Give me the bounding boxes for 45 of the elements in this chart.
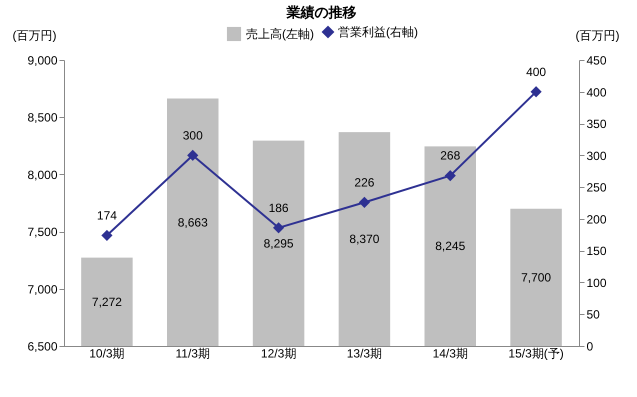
y2-tick-label: 200	[586, 212, 607, 226]
y-tick-label: 7,000	[27, 282, 58, 296]
y-tick-label: 8,500	[27, 110, 58, 125]
data-label: 8,370	[349, 232, 380, 246]
y2-tick-label: 450	[586, 54, 607, 68]
chart-title: 業績の推移	[286, 4, 356, 20]
point	[530, 86, 542, 97]
legend-label: 営業利益(右軸)	[338, 25, 418, 39]
y2-tick-label: 0	[586, 340, 594, 354]
data-label: 7,700	[521, 270, 552, 284]
x-tick-label: 11/3期	[176, 346, 210, 360]
point	[188, 150, 198, 161]
x-tick-label: 14/3期	[432, 346, 468, 360]
data-label: 400	[526, 64, 546, 79]
y2-tick-label: 100	[586, 276, 607, 290]
data-label: 226	[354, 175, 375, 190]
y2-tick-label: 400	[586, 85, 607, 100]
point	[273, 222, 284, 233]
y2-axis-title: (百万円)	[576, 28, 620, 42]
data-label: 8,663	[178, 215, 208, 230]
point	[102, 230, 112, 241]
y-axis-title: (百万円)	[12, 28, 56, 42]
x-tick-label: 12/3期	[260, 346, 296, 360]
y-tick-label: 8,000	[27, 168, 58, 182]
data-label: 174	[96, 208, 118, 222]
y-tick-label: 9,000	[27, 54, 58, 68]
y2-tick-label: 350	[586, 117, 607, 132]
data-label: 7,272	[92, 294, 122, 309]
y2-tick-label: 250	[586, 180, 607, 195]
x-tick-label: 13/3期	[346, 346, 382, 360]
legend-label: 売上高(左軸)	[246, 27, 314, 41]
data-label: 8,245	[435, 239, 466, 254]
y2-tick-label: 150	[586, 244, 607, 258]
data-label: 300	[182, 128, 204, 142]
y-tick-label: 6,500	[27, 340, 58, 354]
data-label: 268	[440, 148, 461, 163]
data-label: 8,295	[264, 236, 294, 250]
point	[359, 197, 370, 208]
x-tick-label: 15/3期(予)	[508, 346, 564, 360]
point	[445, 170, 456, 181]
y2-tick-label: 50	[586, 308, 600, 322]
y2-tick-label: 300	[586, 148, 607, 163]
x-tick-label: 10/3期	[89, 346, 125, 360]
y-tick-label: 7,500	[27, 225, 58, 240]
data-label: 186	[268, 200, 289, 215]
